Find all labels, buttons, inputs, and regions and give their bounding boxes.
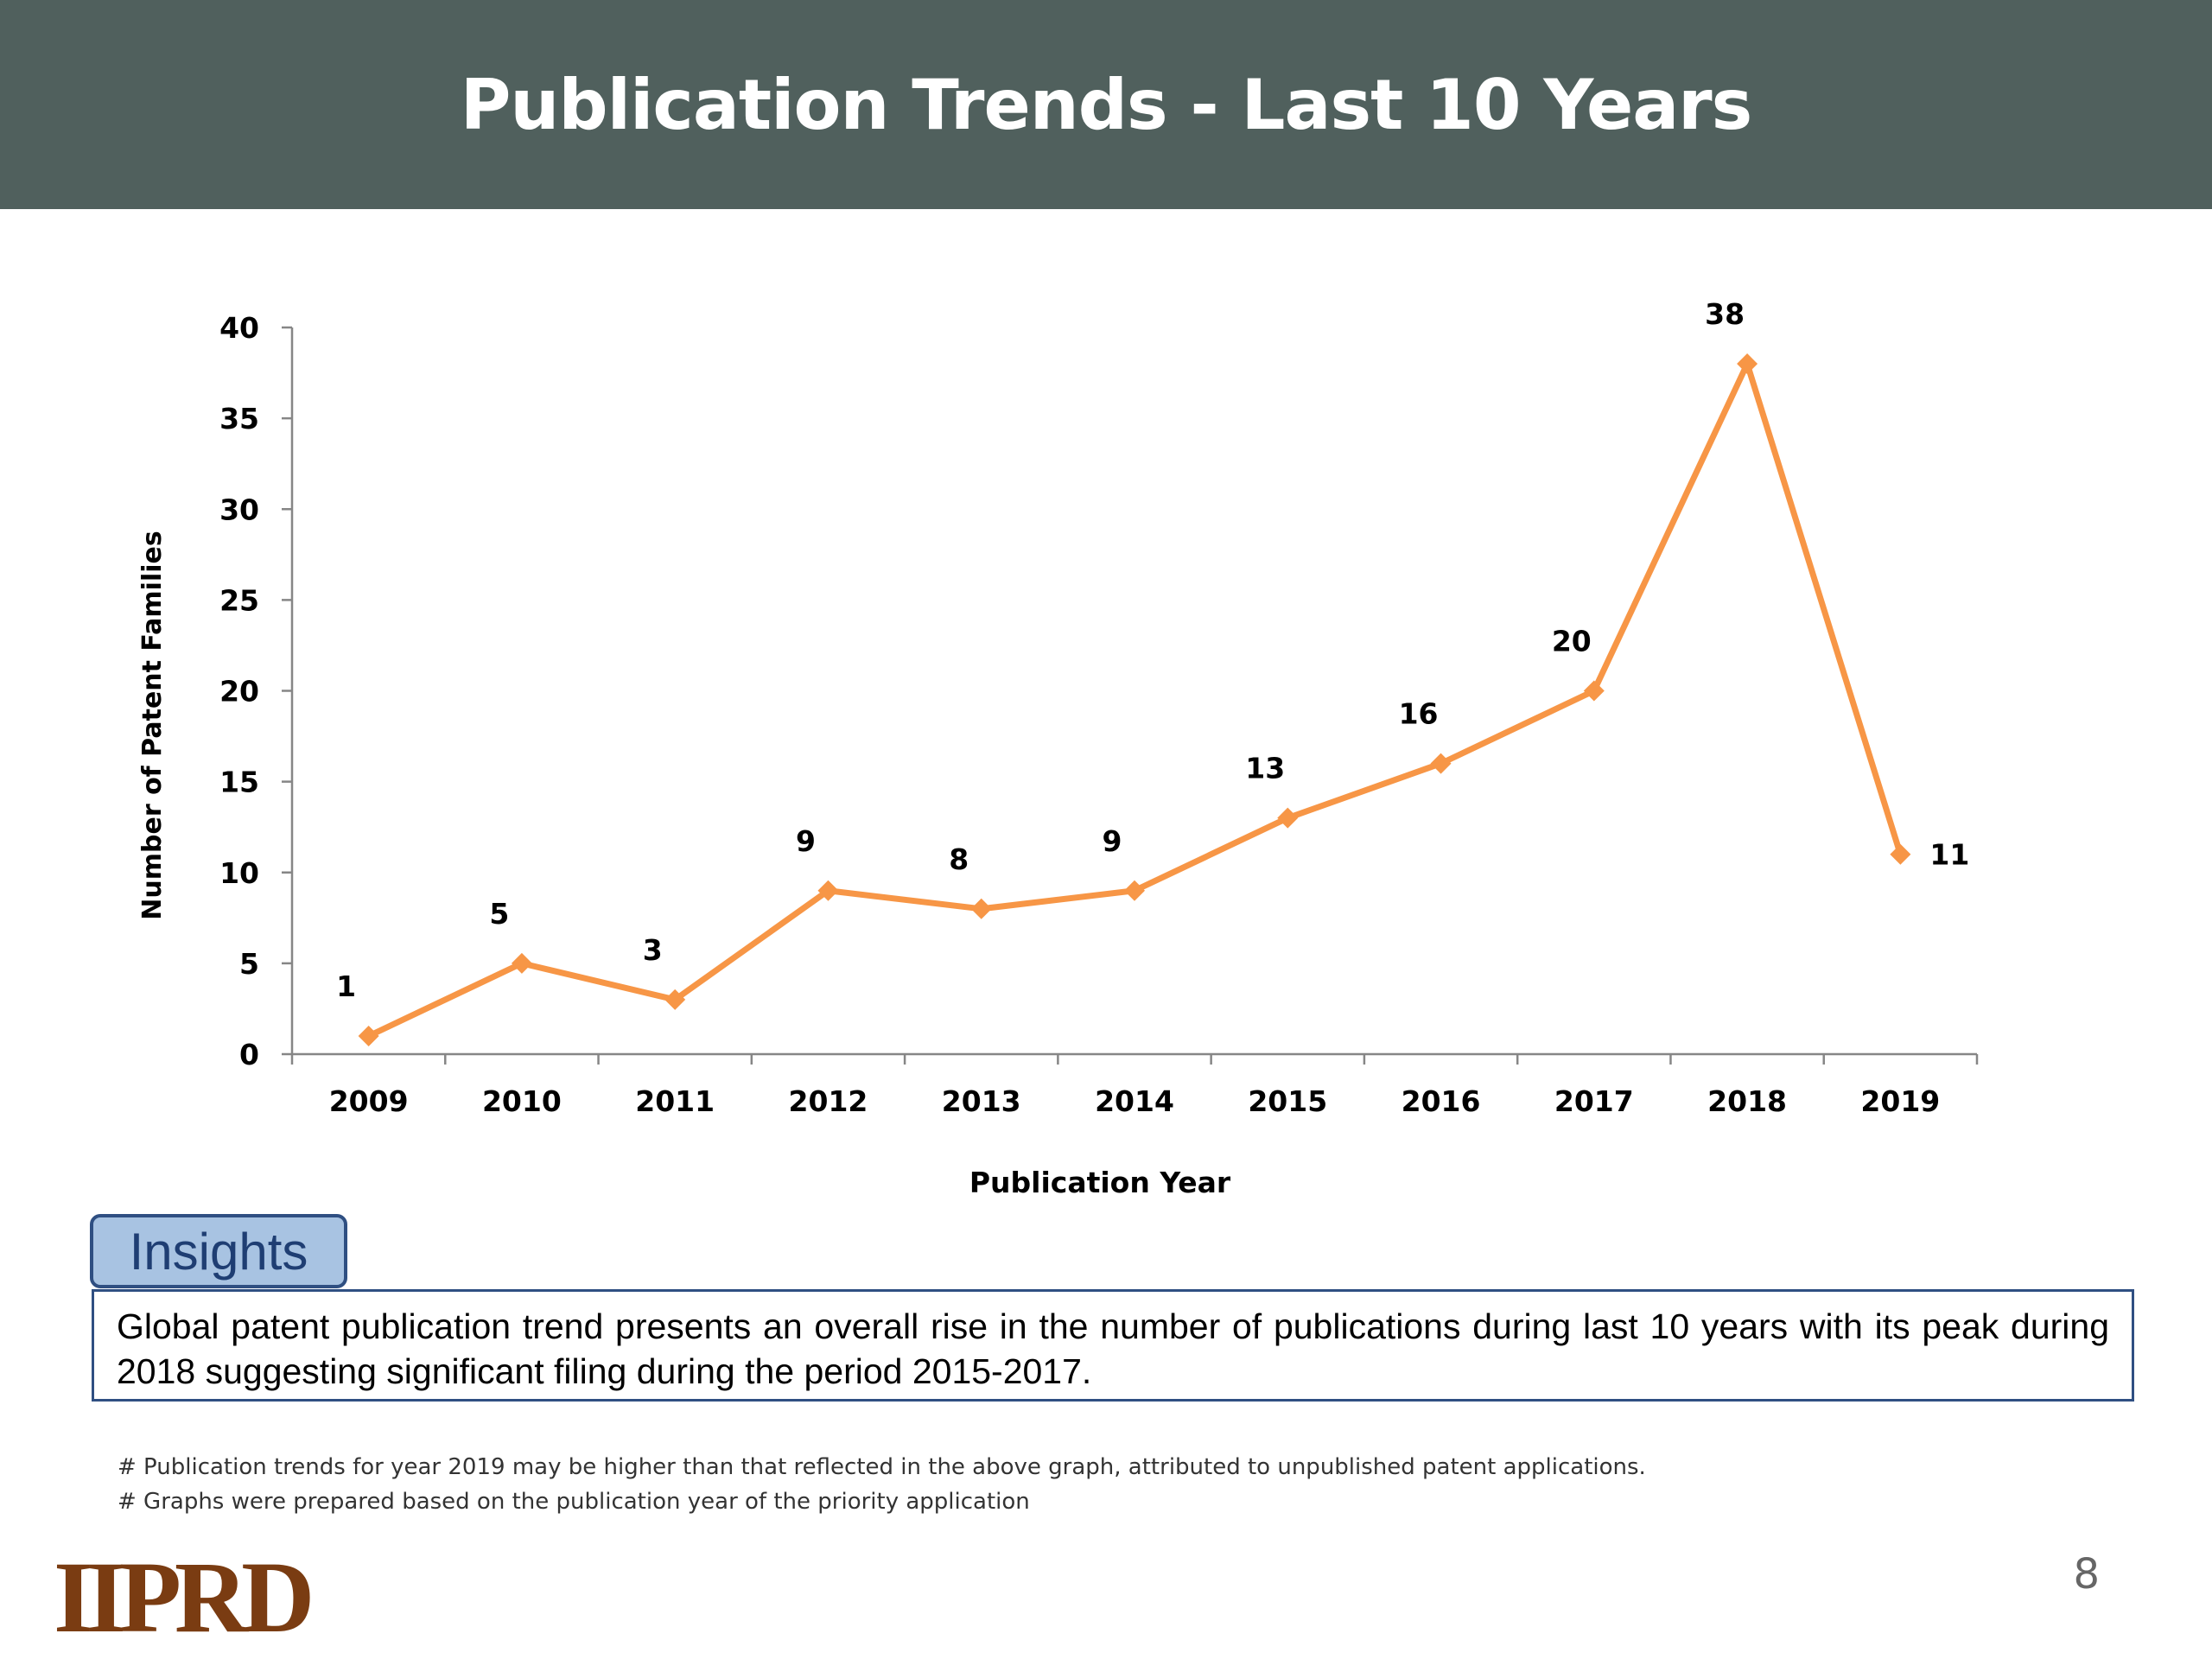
- data-label: 13: [1245, 752, 1285, 785]
- data-label: 11: [1929, 838, 1969, 872]
- x-tick-label: 2011: [635, 1084, 715, 1118]
- insights-text: Global patent publication trend presents…: [92, 1289, 2134, 1402]
- data-point-marker: [1890, 843, 1911, 865]
- data-label: 8: [949, 842, 969, 876]
- data-point-marker: [358, 1025, 379, 1046]
- data-point-marker: [1737, 353, 1758, 375]
- y-tick-label: 30: [219, 493, 259, 526]
- x-tick-label: 2015: [1248, 1084, 1327, 1118]
- x-tick-label: 2013: [942, 1084, 1021, 1118]
- x-tick-label: 2019: [1860, 1084, 1940, 1118]
- x-tick-label: 2010: [482, 1084, 562, 1118]
- slide-title: Publication Trends - Last 10 Years: [460, 64, 1753, 145]
- footnotes: # Publication trends for year 2019 may b…: [118, 1450, 2018, 1519]
- data-point-marker: [970, 898, 992, 919]
- x-tick-label: 2018: [1707, 1084, 1787, 1118]
- y-tick-label: 0: [239, 1038, 259, 1071]
- data-point-marker: [1430, 753, 1452, 774]
- company-logo: IIPRD: [54, 1541, 330, 1654]
- x-tick-label: 2014: [1095, 1084, 1174, 1118]
- iiprd-logo-mark: IIPRD: [54, 1541, 317, 1654]
- title-bar: Publication Trends - Last 10 Years: [0, 0, 2212, 209]
- page-number: 8: [2073, 1550, 2100, 1599]
- x-tick-label: 2016: [1402, 1084, 1481, 1118]
- data-label: 16: [1399, 697, 1439, 731]
- x-tick-label: 2017: [1554, 1084, 1634, 1118]
- insights-label: Insights: [90, 1214, 347, 1288]
- data-point-marker: [664, 988, 686, 1010]
- x-tick-label: 2009: [329, 1084, 409, 1118]
- data-point-marker: [1583, 680, 1605, 702]
- data-label: 9: [796, 824, 816, 858]
- chart-series: 1 5 3 9 8 9 13 16 20 38 11: [336, 297, 1969, 1046]
- data-label: 5: [489, 897, 509, 931]
- y-tick-label: 40: [219, 311, 259, 345]
- logo-wordmark: IIPRD: [54, 1547, 310, 1642]
- data-label: 20: [1552, 625, 1592, 658]
- y-tick-label: 35: [219, 402, 259, 435]
- footnote-2: # Graphs were prepared based on the publ…: [118, 1489, 1030, 1515]
- y-tick-label: 15: [219, 766, 259, 799]
- y-tick-label: 25: [219, 583, 259, 617]
- data-point-marker: [817, 880, 839, 901]
- data-label: 3: [643, 933, 663, 967]
- footnote-1: # Publication trends for year 2019 may b…: [118, 1454, 1646, 1480]
- x-axis-label: Publication Year: [969, 1166, 1231, 1199]
- y-tick-label: 5: [239, 947, 259, 981]
- data-label: 38: [1705, 297, 1745, 331]
- x-tick-label: 2012: [789, 1084, 868, 1118]
- data-label: 9: [1103, 824, 1122, 858]
- data-point-marker: [1277, 807, 1299, 829]
- series-line: [367, 360, 1904, 1039]
- data-label: 1: [336, 969, 356, 1003]
- data-point-marker: [511, 952, 532, 974]
- chart-axes: [290, 327, 1977, 1056]
- data-point-marker: [1124, 880, 1145, 901]
- y-axis-label: Number of Patent Families: [137, 531, 168, 919]
- y-tick-label: 20: [219, 675, 259, 709]
- y-tick-label: 10: [219, 856, 259, 890]
